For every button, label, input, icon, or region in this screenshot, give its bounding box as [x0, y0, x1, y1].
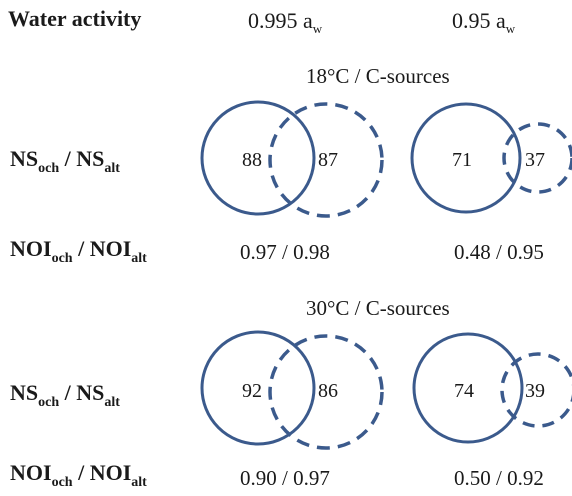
venn-18c-aw0995: 88 87 — [200, 100, 384, 218]
alt-circle — [502, 122, 572, 194]
ns-alt-count: 39 — [525, 380, 545, 402]
noi-value: 0.97 / 0.98 — [240, 240, 330, 264]
venn-18c-aw095: 71 37 — [410, 102, 572, 214]
ns-och-count: 88 — [242, 149, 262, 171]
venn-30c-aw095: 74 39 — [412, 332, 572, 444]
noi-value: 0.90 / 0.97 — [240, 466, 330, 490]
noi-value: 0.48 / 0.95 — [454, 240, 544, 264]
och-circle — [200, 100, 316, 216]
alt-circle — [500, 352, 572, 428]
ns-och-count: 74 — [454, 380, 474, 402]
ns-och-count: 71 — [452, 149, 472, 171]
alt-circle — [268, 334, 384, 450]
noi-row-label: NOIoch / NOIalt — [10, 236, 147, 266]
ns-och-count: 92 — [242, 380, 262, 402]
ns-alt-count: 86 — [318, 380, 338, 402]
condition-label-30c: 30°C / C-sources — [306, 296, 450, 320]
column-header-aw-095: 0.95 aw — [452, 8, 516, 36]
ns-row-label: NSoch / NSalt — [10, 146, 120, 176]
och-circle — [200, 330, 316, 446]
noi-row-label: NOIoch / NOIalt — [10, 460, 147, 490]
ns-alt-count: 87 — [318, 149, 338, 171]
water-activity-header: Water activity — [8, 6, 142, 31]
condition-label-18c: 18°C / C-sources — [306, 64, 450, 88]
och-circle — [412, 332, 524, 444]
column-header-aw-0995: 0.995 aw — [248, 8, 323, 36]
noi-value: 0.50 / 0.92 — [454, 466, 544, 490]
och-circle — [410, 102, 522, 214]
alt-circle — [268, 102, 384, 218]
ns-row-label: NSoch / NSalt — [10, 380, 120, 410]
ns-alt-count: 37 — [525, 149, 545, 171]
venn-30c-aw0995: 92 86 — [200, 330, 384, 450]
